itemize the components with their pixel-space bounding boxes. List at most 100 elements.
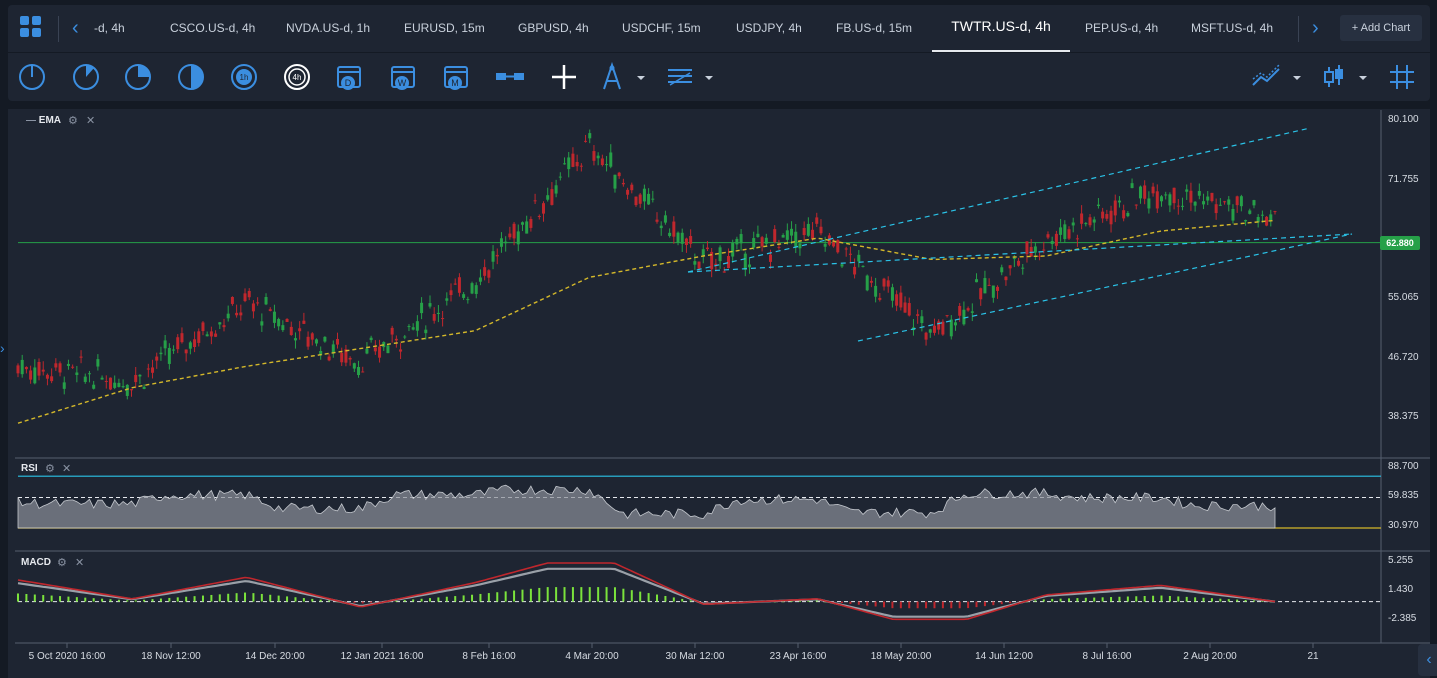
tabs-scroll-right-icon[interactable]: ›	[1312, 17, 1319, 39]
candle-body	[970, 311, 974, 313]
chevron-down-icon[interactable]	[1290, 61, 1304, 93]
macd-histogram-bar	[950, 601, 953, 609]
tab-chart[interactable]: FB.US-d, 15m	[836, 21, 913, 35]
candle-body	[1176, 205, 1180, 207]
macd-histogram-bar	[101, 598, 104, 602]
chevron-left-icon[interactable]: ‹	[1418, 644, 1437, 676]
macd-histogram-bar	[159, 598, 162, 602]
timeframe-daily-icon[interactable]: D	[334, 61, 366, 93]
tab-chart-active[interactable]: TWTR.US-d, 4h	[932, 5, 1070, 52]
candle-body	[130, 389, 134, 391]
tab-chart[interactable]: MSFT.US-d, 4h	[1191, 21, 1274, 35]
candle-body	[798, 243, 802, 249]
tab-chart[interactable]: EURUSD, 15m	[404, 21, 485, 35]
candle-body	[407, 326, 411, 328]
candle-body	[542, 203, 546, 214]
candle-body	[550, 189, 554, 205]
indicators-icon[interactable]	[1250, 61, 1282, 93]
macd-histogram-bar	[496, 592, 499, 602]
candle-body	[1012, 258, 1016, 260]
macd-histogram-bar	[798, 600, 801, 602]
time-axis-label: 4 Mar 20:00	[565, 651, 619, 662]
candle-body	[495, 254, 499, 257]
candle-body	[890, 287, 894, 301]
candle-body	[1050, 240, 1054, 245]
chevron-down-icon[interactable]	[1356, 61, 1370, 93]
chart-grid-icon[interactable]	[1386, 61, 1418, 93]
time-axis-label: 8 Jul 16:00	[1082, 651, 1132, 662]
candle-body	[1143, 185, 1147, 199]
timeframe-15m-icon[interactable]	[122, 61, 154, 93]
chevron-down-icon[interactable]	[634, 61, 648, 93]
timeframe-weekly-icon[interactable]: W	[388, 61, 420, 93]
candle-body	[693, 261, 697, 265]
candle-body	[907, 303, 911, 316]
close-icon[interactable]: ✕	[62, 463, 72, 475]
timeframe-monthly-icon[interactable]: M	[441, 61, 473, 93]
candle-body	[605, 164, 609, 166]
horizontal-line-tool-icon[interactable]	[494, 61, 526, 93]
macd-histogram-bar	[227, 593, 230, 602]
macd-histogram-bar	[916, 601, 919, 609]
add-chart-button[interactable]: + Add Chart	[1340, 15, 1422, 41]
tab-chart[interactable]: GBPUSD, 4h	[518, 21, 589, 35]
tab-chart[interactable]: USDJPY, 4h	[736, 21, 802, 35]
candle-body	[285, 318, 289, 322]
settings-icon[interactable]: ⚙	[57, 557, 67, 569]
macd-histogram-bar	[67, 596, 70, 602]
chevron-down-icon[interactable]	[702, 61, 716, 93]
timeframe-30m-icon[interactable]	[175, 61, 207, 93]
candle-body	[1231, 208, 1235, 221]
settings-icon[interactable]: ⚙	[68, 115, 78, 127]
candle-body	[1189, 190, 1193, 203]
macd-histogram-bar	[992, 601, 995, 606]
candle-body	[197, 331, 201, 343]
candle-body	[1067, 229, 1071, 239]
price-axis-label: 80.100	[1388, 114, 1419, 125]
svg-text:W: W	[398, 78, 407, 88]
layout-grid-icon[interactable]	[20, 16, 42, 38]
settings-icon[interactable]: ⚙	[45, 463, 55, 475]
candle-body	[701, 249, 705, 256]
macd-histogram-bar	[647, 593, 650, 602]
macd-histogram-bar	[33, 594, 36, 602]
close-icon[interactable]: ✕	[75, 557, 85, 569]
candle-body	[298, 328, 302, 332]
tab-chart[interactable]: NVDA.US-d, 1h	[286, 21, 371, 35]
time-axis-label: 8 Feb 16:00	[462, 651, 516, 662]
candle-body	[29, 370, 33, 380]
tab-chart[interactable]: PEP.US-d, 4h	[1085, 21, 1159, 35]
candle-body	[731, 242, 735, 257]
candle-body	[529, 219, 533, 228]
timeframe-4h-icon[interactable]: 4h	[281, 61, 313, 93]
macd-histogram-bar	[1152, 595, 1155, 602]
candle-body	[41, 369, 45, 372]
candle-body	[579, 165, 583, 167]
chevron-right-icon[interactable]: ›	[0, 340, 5, 356]
candle-body	[949, 319, 953, 337]
close-icon[interactable]: ✕	[86, 115, 96, 127]
crosshair-icon[interactable]	[548, 61, 580, 93]
candle-body	[436, 312, 440, 314]
tab-chart[interactable]: USDCHF, 15m	[622, 21, 701, 35]
drawing-tools-icon[interactable]	[596, 61, 628, 93]
candle-body	[58, 363, 62, 373]
candle-body	[411, 327, 415, 330]
tab-chart[interactable]: CSCO.US-d, 4h	[170, 21, 256, 35]
macd-histogram-bar	[176, 597, 179, 602]
tab-chart[interactable]: -d, 4h	[94, 21, 125, 35]
candle-body	[264, 296, 268, 305]
candlestick-type-icon[interactable]	[1318, 61, 1350, 93]
tabs-scroll-left-icon[interactable]: ‹	[72, 17, 79, 39]
macd-histogram-bar	[151, 599, 154, 602]
fibonacci-tool-icon[interactable]	[664, 61, 696, 93]
candle-body	[260, 321, 264, 326]
timeframe-1h-icon[interactable]: 1h	[228, 61, 260, 93]
candle-body	[525, 221, 529, 234]
chart-container[interactable]	[8, 109, 1430, 678]
candle-body	[394, 338, 398, 341]
candle-body	[1181, 205, 1185, 207]
timeframe-5m-icon[interactable]	[70, 61, 102, 93]
timeframe-1m-icon[interactable]	[16, 61, 48, 93]
